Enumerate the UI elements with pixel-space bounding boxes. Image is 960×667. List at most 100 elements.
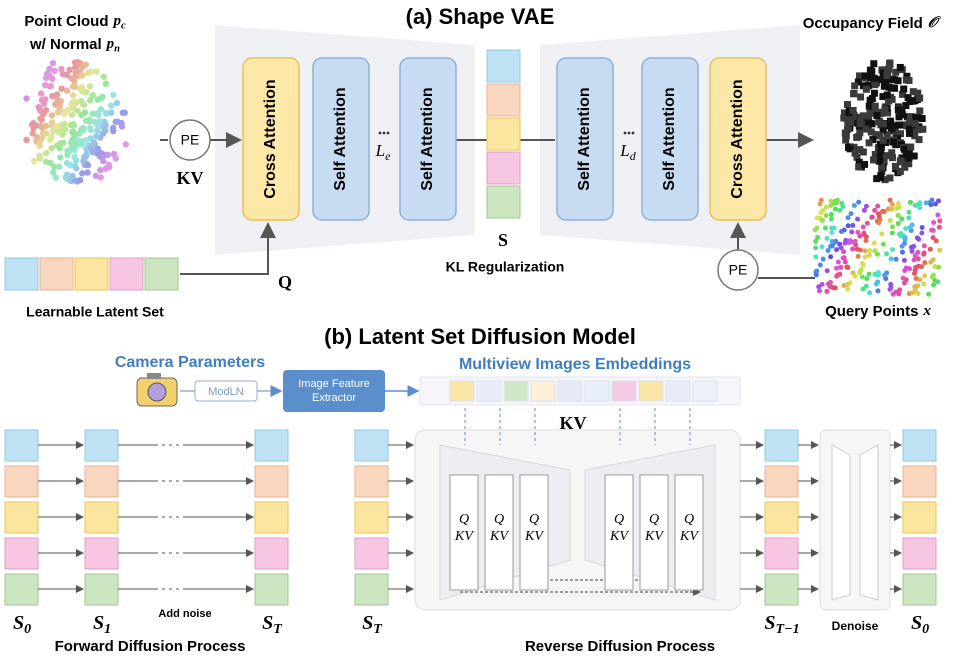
point [906, 215, 912, 221]
q-label: Q [649, 512, 659, 527]
embedding-token [584, 380, 610, 402]
voxel [845, 109, 853, 117]
voxel [870, 89, 878, 97]
point [63, 71, 71, 79]
point [936, 224, 942, 230]
voxel [877, 108, 885, 116]
camera-icon [136, 373, 178, 407]
denoise-label: Denoise [832, 619, 879, 633]
latent-token [4, 537, 39, 570]
point [907, 224, 913, 230]
symbol: x [922, 303, 931, 319]
point [907, 199, 913, 205]
latent-token [764, 537, 799, 570]
depth-label: Ld [619, 141, 635, 163]
point [895, 220, 901, 226]
point [816, 284, 822, 290]
cross-attention-block [242, 57, 300, 221]
ellipsis-dot [378, 131, 382, 135]
voxel [866, 106, 874, 114]
q-label: Q [278, 272, 292, 292]
q-label: Q [459, 512, 469, 527]
voxel [859, 148, 867, 156]
point [888, 206, 894, 212]
point [903, 226, 909, 232]
point [47, 159, 54, 167]
process-label: Forward Diffusion Process [55, 638, 246, 655]
voxel [889, 122, 897, 130]
point [864, 220, 870, 226]
query-points-image [812, 197, 943, 297]
voxel [884, 97, 892, 105]
voxel [877, 174, 885, 182]
arrow [180, 222, 276, 275]
voxel [868, 95, 876, 103]
point [841, 255, 847, 261]
point [932, 263, 938, 269]
point [887, 197, 893, 203]
symbol: L [619, 141, 629, 160]
point [844, 281, 850, 287]
voxel [877, 76, 885, 84]
point [875, 203, 881, 209]
voxel [861, 72, 869, 80]
point [901, 257, 907, 263]
denoise-shape [831, 444, 851, 601]
voxel [885, 65, 893, 73]
point [38, 116, 45, 123]
point [933, 238, 939, 244]
point [99, 93, 106, 101]
point [48, 133, 55, 140]
voxel [869, 136, 877, 144]
modln-label: ModLN [208, 386, 244, 398]
voxel [906, 98, 914, 106]
voxel [896, 167, 904, 175]
voxel [905, 76, 913, 84]
point [58, 65, 65, 73]
voxel [901, 163, 909, 171]
point [69, 120, 77, 128]
point [913, 275, 919, 281]
point [103, 110, 110, 117]
point [860, 286, 866, 292]
point [911, 257, 917, 263]
voxel [898, 90, 906, 98]
ellipsis-dot [386, 131, 390, 135]
point [896, 204, 902, 210]
voxel [883, 131, 891, 139]
point [872, 207, 878, 213]
point [818, 210, 824, 216]
point [61, 120, 68, 128]
self-attention-block [312, 57, 370, 221]
point [908, 244, 914, 250]
point [863, 203, 869, 209]
latent-token [486, 49, 521, 83]
point [829, 225, 835, 231]
point [890, 247, 896, 253]
self-attention-block [641, 57, 699, 221]
latent-token [144, 257, 179, 291]
q-label: Q [684, 512, 694, 527]
point [100, 73, 108, 80]
latent-token [764, 429, 799, 462]
point [871, 240, 877, 246]
subscript: T−1 [776, 622, 800, 637]
point [69, 76, 77, 83]
voxel [859, 82, 867, 90]
voxel [842, 136, 850, 144]
voxel [878, 163, 886, 171]
voxel [855, 158, 863, 166]
point [875, 272, 881, 278]
voxel [862, 85, 870, 93]
symbol: 𝒪 [928, 15, 942, 31]
point [838, 264, 844, 270]
point [78, 170, 86, 177]
symbol: p [105, 36, 115, 52]
ellipsis-dot [627, 131, 631, 135]
point [914, 235, 920, 241]
point [100, 157, 107, 165]
voxel [906, 113, 914, 121]
voxel [886, 59, 894, 67]
point [895, 212, 901, 218]
embedding-token [476, 380, 502, 402]
